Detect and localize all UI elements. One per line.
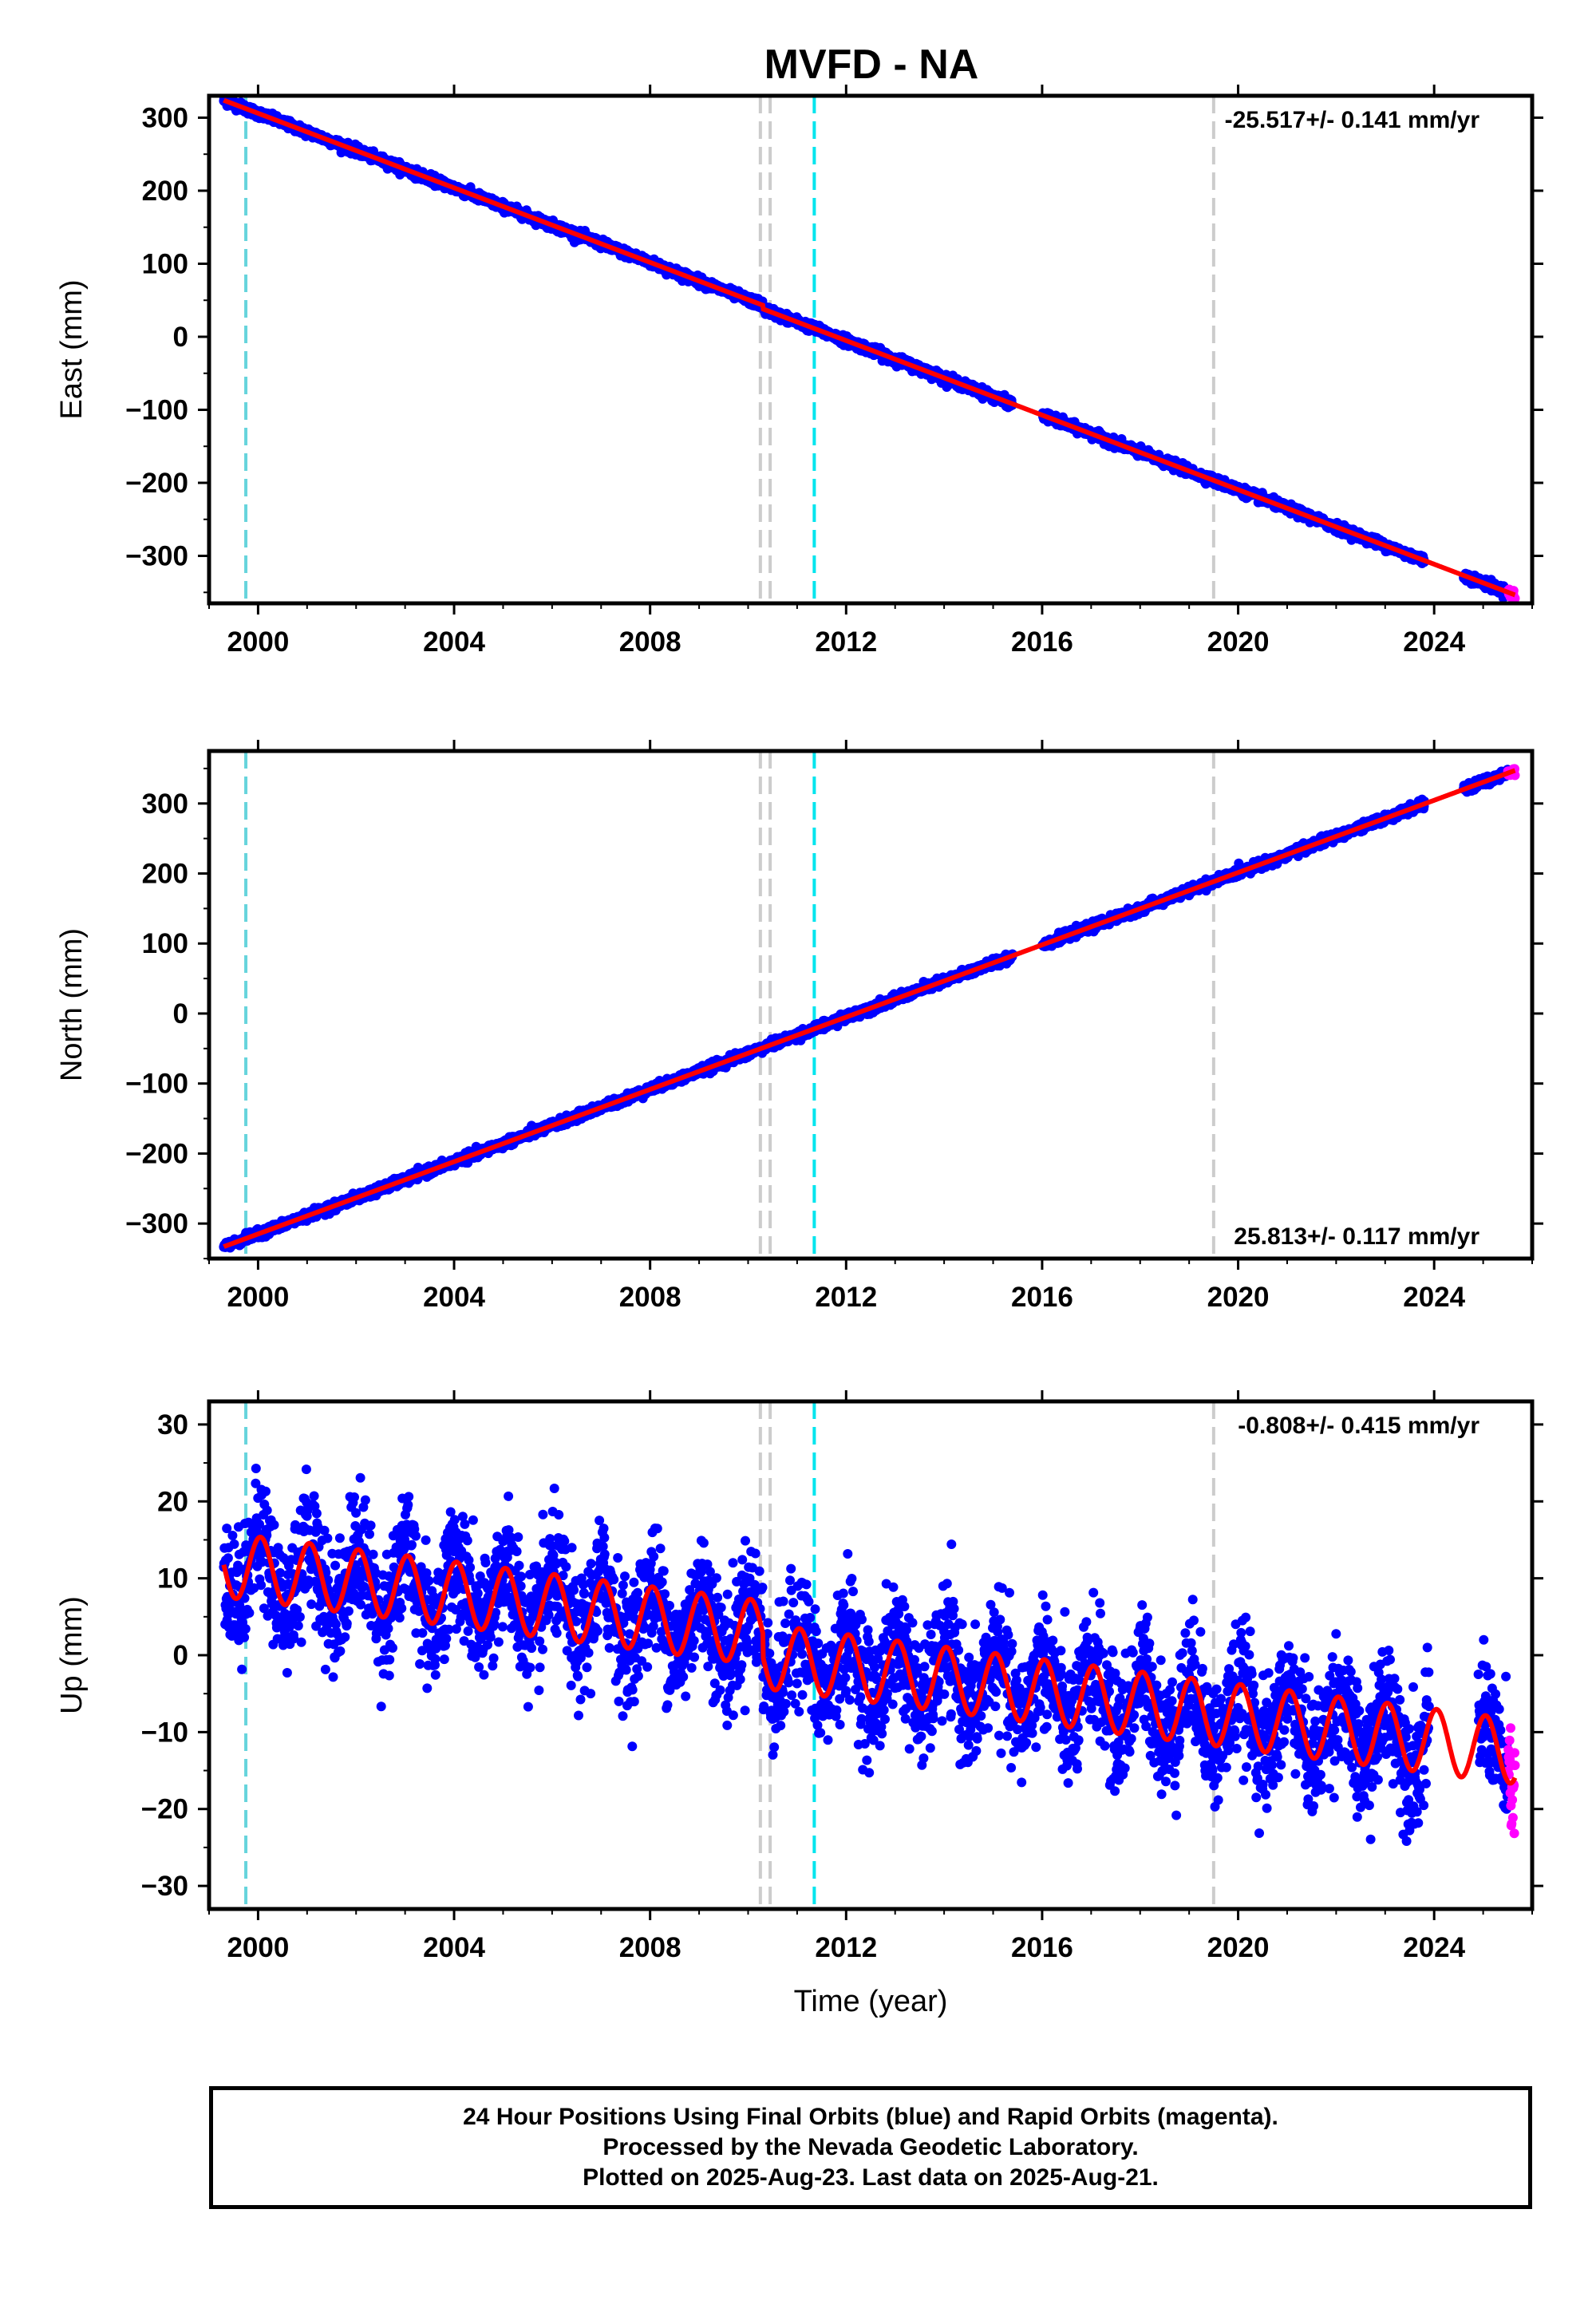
panel-0: 2000 2004 2008 2012 2016 2020 2024−300−200−100… bbox=[55, 85, 1543, 658]
y-tick-label: −300 bbox=[125, 541, 188, 572]
x-tick-label: 2024 bbox=[1403, 626, 1465, 658]
y-axis-label: East (mm) bbox=[55, 279, 89, 419]
plot-area bbox=[219, 751, 1520, 1259]
y-tick-label: 200 bbox=[142, 176, 188, 207]
x-tick-label: 2008 bbox=[619, 626, 681, 658]
x-tick-label: 2016 bbox=[1011, 626, 1073, 658]
chart-title: MVFD - NA bbox=[764, 41, 979, 88]
x-tick-label: 2012 bbox=[815, 626, 877, 658]
x-tick-label: 2000 bbox=[227, 626, 289, 658]
y-tick-label: 100 bbox=[142, 248, 188, 279]
panel-1: 2000 2004 2008 2012 2016 2020 2024−300−200−100… bbox=[55, 740, 1543, 1313]
y-tick-label: 0 bbox=[173, 322, 188, 353]
x-tick-label: 2004 bbox=[423, 626, 485, 658]
x-tick-label: 2020 bbox=[1207, 626, 1270, 658]
model-line bbox=[223, 97, 1516, 598]
y-tick-label: −100 bbox=[125, 394, 188, 425]
plot-area bbox=[219, 96, 1520, 603]
panels: 2000 2004 2008 2012 2016 2020 2024−300−200−100… bbox=[55, 85, 1543, 2018]
y-tick-label: 300 bbox=[142, 102, 188, 133]
y-tick-label: −200 bbox=[125, 468, 188, 499]
rate-label: -25.517+/- 0.141 mm/yr bbox=[1225, 107, 1480, 133]
